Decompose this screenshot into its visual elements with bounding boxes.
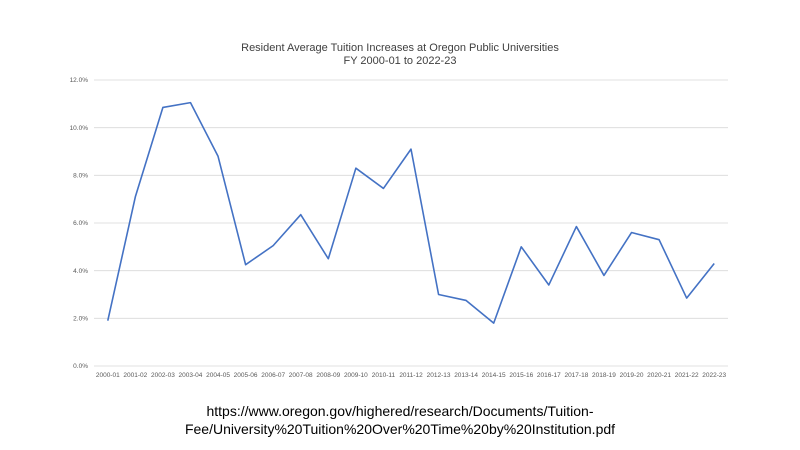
x-tick-label: 2016-17: [537, 372, 561, 379]
x-tick-label: 2000-01: [96, 372, 120, 379]
y-tick-label: 0.0%: [73, 363, 88, 370]
x-tick-label: 2015-16: [509, 372, 533, 379]
chart-title: Resident Average Tuition Increases at Or…: [241, 42, 559, 54]
source-url-line-2: Fee/University%20Tuition%20Over%20Time%2…: [184, 421, 616, 437]
x-tick-label: 2022-23: [702, 372, 726, 379]
x-axis-ticks: 2000-01 2001-02 2002-03 2003-04 2004-05 2005-…: [96, 372, 727, 379]
source-url-line-1: https://www.oregon.gov/highered/research…: [206, 403, 594, 419]
x-tick-label: 2017-18: [564, 372, 588, 379]
x-tick-label: 2012-13: [427, 372, 451, 379]
gridlines: [94, 79, 728, 367]
y-tick-label: 10.0%: [70, 125, 89, 132]
x-tick-label: 2007-08: [289, 372, 313, 379]
y-tick-label: 8.0%: [73, 173, 88, 180]
y-tick-label: 6.0%: [73, 220, 88, 227]
x-tick-label: 2018-19: [592, 372, 616, 379]
x-tick-label: 2013-14: [454, 372, 478, 379]
x-tick-label: 2005-06: [234, 372, 258, 379]
x-tick-label: 2003-04: [179, 372, 203, 379]
y-tick-label: 12.0%: [70, 77, 89, 84]
x-tick-label: 2001-02: [123, 372, 147, 379]
chart-subtitle: FY 2000-01 to 2022-23: [343, 55, 457, 67]
y-tick-label: 2.0%: [73, 316, 88, 323]
x-tick-label: 2020-21: [647, 372, 671, 379]
x-tick-label: 2009-10: [344, 372, 368, 379]
x-tick-label: 2008-09: [316, 372, 340, 379]
x-tick-label: 2010-11: [372, 372, 396, 379]
x-tick-label: 2011-12: [399, 372, 423, 379]
x-tick-label: 2021-22: [675, 372, 699, 379]
series-layer: [106, 101, 715, 324]
x-tick-label: 2006-07: [261, 372, 285, 379]
x-tick-label: 2019-20: [620, 372, 644, 379]
y-tick-label: 4.0%: [73, 268, 88, 275]
y-axis-ticks: 0.0% 2.0% 4.0% 6.0% 8.0% 10.0% 12.0%: [70, 77, 89, 370]
x-tick-label: 2004-05: [206, 372, 230, 379]
series-line: [106, 101, 715, 324]
x-tick-label: 2014-15: [482, 372, 506, 379]
x-tick-label: 2002-03: [151, 372, 175, 379]
